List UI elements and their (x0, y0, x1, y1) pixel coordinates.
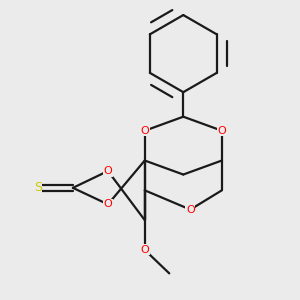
Text: O: O (140, 245, 149, 255)
Text: O: O (140, 126, 149, 136)
Text: O: O (103, 199, 112, 209)
Text: O: O (186, 205, 195, 214)
Text: O: O (218, 126, 226, 136)
Text: O: O (103, 166, 112, 176)
Text: S: S (34, 182, 42, 194)
